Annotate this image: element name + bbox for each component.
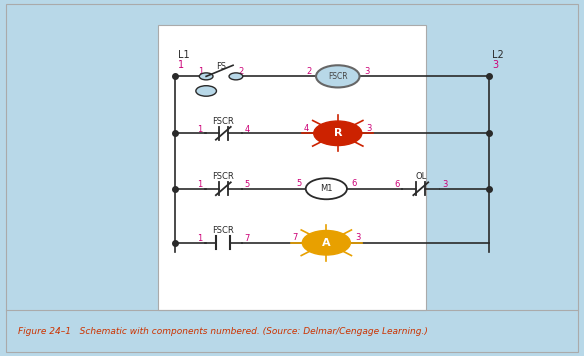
Text: FSCR: FSCR: [213, 226, 234, 235]
Text: A: A: [322, 238, 331, 248]
Text: 7: 7: [245, 234, 250, 243]
Text: OL: OL: [415, 172, 426, 182]
Text: 1: 1: [178, 60, 183, 70]
Circle shape: [314, 121, 362, 146]
Circle shape: [199, 73, 213, 80]
Text: 3: 3: [355, 234, 360, 242]
Text: 2: 2: [306, 67, 311, 76]
Text: 1: 1: [197, 234, 202, 243]
Text: 6: 6: [394, 180, 399, 189]
Text: R: R: [333, 128, 342, 138]
Text: 6: 6: [352, 179, 357, 188]
Circle shape: [196, 86, 217, 96]
Text: 1: 1: [197, 125, 202, 134]
Text: 5: 5: [296, 179, 301, 188]
Text: 3: 3: [442, 180, 447, 189]
Circle shape: [306, 178, 347, 199]
Text: M1: M1: [320, 184, 333, 193]
Text: 1: 1: [197, 180, 202, 189]
Circle shape: [229, 73, 243, 80]
Text: 5: 5: [245, 180, 250, 189]
Text: 7: 7: [293, 234, 298, 242]
Text: FSCR: FSCR: [213, 117, 234, 126]
Text: FSCR: FSCR: [213, 172, 234, 182]
Text: Figure 24–1   Schematic with components numbered. (Source: Delmar/Cengage Learni: Figure 24–1 Schematic with components nu…: [18, 326, 427, 336]
Circle shape: [303, 230, 350, 255]
Text: 4: 4: [304, 124, 309, 133]
Text: 3: 3: [364, 67, 370, 76]
Text: 1: 1: [198, 67, 203, 76]
Text: 3: 3: [366, 124, 372, 133]
Text: FSCR: FSCR: [328, 72, 347, 81]
Text: 4: 4: [245, 125, 250, 134]
Text: 3: 3: [492, 60, 498, 70]
Text: L1: L1: [178, 50, 189, 60]
Text: L2: L2: [492, 50, 504, 60]
Text: FS: FS: [216, 62, 226, 71]
Circle shape: [316, 65, 360, 88]
Text: 2: 2: [239, 67, 244, 76]
